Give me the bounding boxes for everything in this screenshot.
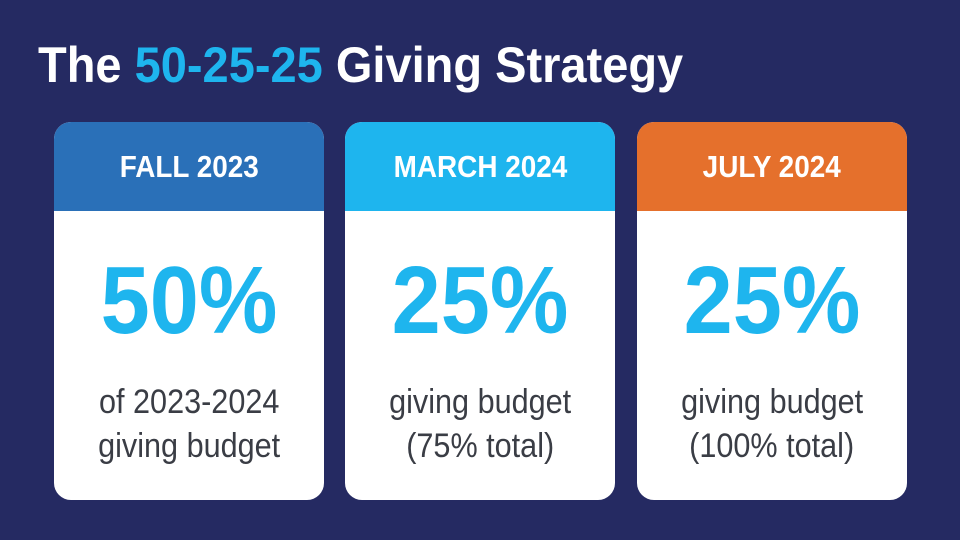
card-percent-value: 25% (683, 247, 861, 354)
card-description-line-2: giving budget (97, 427, 281, 465)
card-percent: 25% (637, 245, 907, 357)
page-title: The 50-25-25 Giving Strategy (38, 30, 683, 100)
card-percent-value: 50% (100, 247, 278, 354)
card-description-line-2: (75% total) (406, 427, 554, 465)
card-header-label: JULY 2024 (702, 148, 842, 184)
card-description-line-1: of 2023-2024 (98, 383, 280, 421)
card-header: MARCH 2024 (345, 122, 615, 211)
card-description-line-2: (100% total) (689, 427, 855, 465)
card-july-2024: JULY 2024 25% giving budget (100% total) (637, 122, 907, 500)
card-fall-2023: FALL 2023 50% of 2023-2024 giving budget (54, 122, 324, 500)
card-header: JULY 2024 (637, 122, 907, 211)
card-description-line-1: giving budget (388, 383, 572, 421)
card-description: of 2023-2024 giving budget (54, 380, 324, 468)
title-prefix: The (38, 37, 135, 93)
card-percent-value: 25% (391, 247, 569, 354)
card-march-2024: MARCH 2024 25% giving budget (75% total) (345, 122, 615, 500)
title-suffix: Giving Strategy (322, 37, 684, 93)
card-description: giving budget (100% total) (637, 380, 907, 468)
card-percent: 25% (345, 245, 615, 357)
card-percent: 50% (54, 245, 324, 357)
card-header-label: MARCH 2024 (393, 148, 567, 184)
card-description: giving budget (75% total) (345, 380, 615, 468)
card-header-label: FALL 2023 (119, 148, 259, 184)
title-highlight: 50-25-25 (134, 37, 323, 93)
card-header: FALL 2023 (54, 122, 324, 211)
card-description-line-1: giving budget (680, 383, 864, 421)
